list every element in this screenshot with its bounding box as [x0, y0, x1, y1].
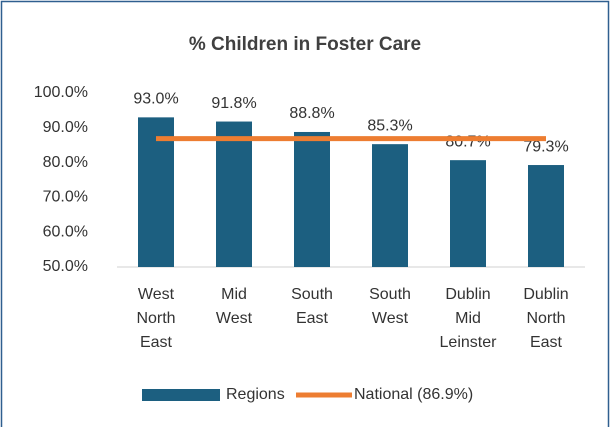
y-tick-label: 80.0% [43, 154, 88, 171]
x-tick-line: West [372, 310, 409, 327]
data-label: 93.0% [133, 91, 178, 108]
bar [216, 121, 252, 267]
data-label: 80.7% [445, 133, 490, 150]
x-tick-line: North [136, 310, 175, 327]
bar [528, 165, 564, 267]
x-tick-line: East [530, 334, 563, 351]
x-tick-label: South East [291, 286, 333, 327]
chart-title: % Children in Foster Care [189, 34, 421, 55]
bar [294, 131, 330, 267]
y-tick-label: 60.0% [43, 223, 88, 240]
bar [372, 144, 408, 267]
x-tick-label: Mid West [216, 286, 253, 327]
x-tick-label: Dublin Mid Leinster [440, 286, 498, 351]
x-tick-line: Mid [455, 310, 481, 327]
legend-label: Regions [226, 386, 285, 403]
y-tick-label: 50.0% [43, 258, 88, 275]
x-tick-line: South [369, 286, 411, 303]
x-tick-line: North [526, 310, 565, 327]
y-tick-label: 100.0% [34, 84, 88, 101]
x-tick-line: East [140, 334, 173, 351]
x-tick-line: Dublin [523, 286, 568, 303]
x-tick-line: Leinster [440, 334, 498, 351]
x-tick-label: South West [369, 286, 411, 327]
data-label: 85.3% [367, 117, 412, 134]
data-label: 91.8% [211, 95, 256, 112]
bar [138, 117, 174, 267]
x-tick-line: East [296, 310, 329, 327]
x-tick-label: Dublin North East [523, 286, 568, 351]
x-tick-line: Mid [221, 286, 247, 303]
x-tick-line: South [291, 286, 333, 303]
x-tick-label: West North East [136, 286, 175, 351]
y-tick-label: 90.0% [43, 119, 88, 136]
y-tick-label: 70.0% [43, 189, 88, 206]
x-tick-line: West [138, 286, 175, 303]
data-label: 88.8% [289, 105, 334, 122]
legend-swatch [142, 389, 220, 401]
bar [450, 160, 486, 267]
x-tick-line: Dublin [445, 286, 490, 303]
x-tick-line: West [216, 310, 253, 327]
data-label: 79.3% [523, 138, 568, 155]
legend-label: National (86.9%) [354, 386, 473, 403]
